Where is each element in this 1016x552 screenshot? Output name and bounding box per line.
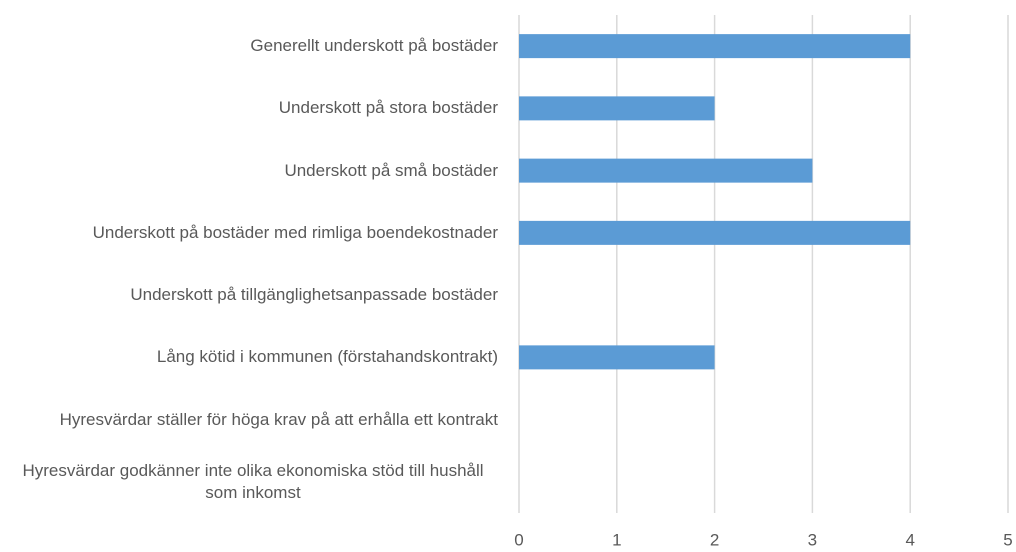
y-tick-label: Underskott på tillgänglighetsanpassade b…	[130, 285, 498, 305]
x-tick-label: 5	[1003, 530, 1012, 549]
x-tick-label: 4	[905, 530, 914, 549]
bar	[519, 220, 911, 245]
category-label-box: Lång kötid i kommunen (förstahandskontra…	[0, 327, 498, 387]
y-tick-label: Underskott på stora bostäder	[278, 98, 498, 118]
x-tick-label: 3	[808, 530, 817, 549]
category-label-box: Hyresvärdar godkänner inte olika ekonomi…	[0, 452, 498, 512]
x-tick-label: 0	[514, 530, 523, 549]
x-tick-label: 1	[612, 530, 621, 549]
bar	[519, 34, 911, 59]
category-label-box: Underskott på bostäder med rimliga boend…	[0, 203, 498, 263]
y-tick-label: Underskott på små bostäder	[284, 160, 498, 180]
y-tick-label: Hyresvärdar godkänner inte olika ekonomi…	[22, 460, 484, 502]
category-label-box: Generellt underskott på bostäder	[0, 16, 498, 76]
y-tick-label: Hyresvärdar ställer för höga krav på att…	[59, 409, 498, 429]
y-tick-label: Lång kötid i kommunen (förstahandskontra…	[156, 347, 498, 367]
category-label-box: Hyresvärdar ställer för höga krav på att…	[0, 390, 498, 450]
bar	[519, 96, 715, 121]
y-tick-label: Generellt underskott på bostäder	[250, 36, 498, 56]
category-label-box: Underskott på tillgänglighetsanpassade b…	[0, 265, 498, 325]
category-label-box: Underskott på stora bostäder	[0, 78, 498, 138]
bar	[519, 158, 813, 183]
y-tick-label: Underskott på bostäder med rimliga boend…	[92, 222, 498, 242]
x-tick-label: 2	[710, 530, 719, 549]
bar	[519, 345, 715, 370]
category-label-box: Underskott på små bostäder	[0, 141, 498, 201]
